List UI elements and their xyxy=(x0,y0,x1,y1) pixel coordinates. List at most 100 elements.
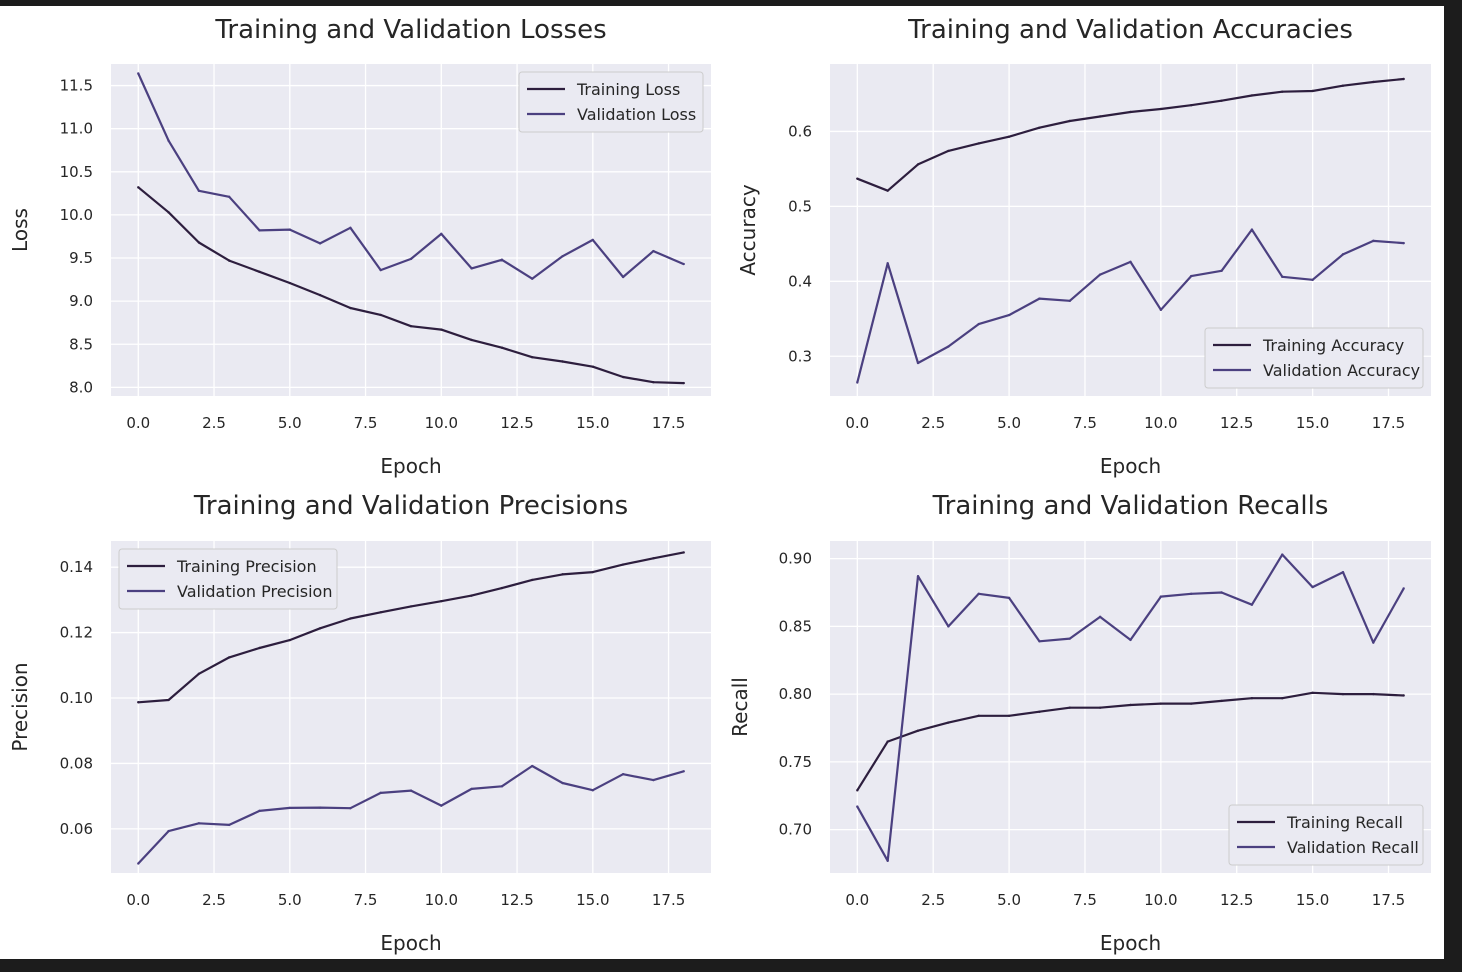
y-tick-label: 0.6 xyxy=(788,122,812,140)
x-tick-label: 12.5 xyxy=(1220,414,1253,432)
x-tick-label: 17.5 xyxy=(652,414,685,432)
data-point-training xyxy=(349,306,352,310)
y-tick-label: 11.5 xyxy=(60,77,93,95)
x-tick-label: 0.0 xyxy=(126,414,150,432)
x-tick-label: 0.0 xyxy=(845,414,869,432)
data-point-training xyxy=(409,605,413,608)
data-point-training xyxy=(1402,694,1405,697)
data-point-validation xyxy=(500,785,504,788)
data-point-validation xyxy=(856,381,859,384)
data-point-training xyxy=(1098,706,1102,709)
data-point-training xyxy=(886,740,889,743)
data-point-training xyxy=(1372,692,1375,696)
data-point-training xyxy=(947,721,950,724)
data-point-validation xyxy=(1311,278,1314,282)
data-point-validation xyxy=(288,228,291,231)
data-point-validation xyxy=(916,575,920,578)
data-point-training xyxy=(531,578,534,582)
data-point-validation xyxy=(886,262,889,265)
data-point-training xyxy=(1098,115,1102,118)
y-tick-label: 10.0 xyxy=(60,206,93,224)
x-tick-label: 10.0 xyxy=(1144,891,1177,909)
data-point-training xyxy=(137,186,140,189)
data-point-training xyxy=(500,346,504,349)
x-tick-label: 7.5 xyxy=(354,414,378,432)
data-point-training xyxy=(318,293,322,297)
y-tick-label: 0.90 xyxy=(779,550,812,568)
x-tick-label: 0.0 xyxy=(845,891,869,909)
data-point-validation xyxy=(856,805,859,808)
data-point-validation xyxy=(1220,591,1223,594)
data-point-validation xyxy=(167,829,170,833)
x-tick-label: 5.0 xyxy=(997,891,1021,909)
data-point-validation xyxy=(947,625,950,628)
data-point-training xyxy=(1281,90,1284,93)
x-tick-label: 7.5 xyxy=(1073,414,1097,432)
data-point-training xyxy=(318,627,322,630)
x-tick-label: 5.0 xyxy=(278,414,302,432)
legend: Training Precision Validation Precision xyxy=(118,548,338,610)
x-tick-label: 10.0 xyxy=(1144,414,1177,432)
y-tick-label: 9.5 xyxy=(69,249,93,267)
data-point-training xyxy=(197,672,201,675)
legend-box xyxy=(518,71,704,133)
data-point-training xyxy=(591,570,595,574)
data-point-training xyxy=(856,177,859,180)
y-tick-label: 0.75 xyxy=(779,753,812,771)
legend-label: Training Loss xyxy=(576,80,680,99)
data-point-training xyxy=(379,611,382,614)
y-tick-label: 0.5 xyxy=(788,197,812,215)
data-point-training xyxy=(1372,80,1375,84)
data-point-validation xyxy=(1129,638,1132,642)
data-point-validation xyxy=(886,859,889,863)
data-point-validation xyxy=(561,781,564,785)
data-point-training xyxy=(1038,710,1041,713)
data-point-validation xyxy=(197,189,201,192)
x-axis-label: Epoch xyxy=(1100,931,1161,955)
x-tick-label: 2.5 xyxy=(202,414,226,432)
y-tick-label: 0.80 xyxy=(779,685,812,703)
data-point-training xyxy=(1190,702,1193,705)
chart-title: Training and Validation Losses xyxy=(214,15,606,45)
x-tick-label: 15.0 xyxy=(1296,414,1329,432)
y-tick-label: 0.85 xyxy=(779,617,812,635)
y-tick-label: 0.08 xyxy=(60,754,93,772)
data-point-training xyxy=(682,551,685,554)
data-point-validation xyxy=(500,258,504,261)
data-point-training xyxy=(1159,702,1163,705)
x-tick-label: 2.5 xyxy=(921,414,945,432)
x-tick-label: 12.5 xyxy=(500,891,533,909)
x-tick-label: 12.5 xyxy=(1220,891,1253,909)
figure: Training Loss Validation Loss 0.0 2.5 5.0 7.5… xyxy=(0,6,1444,959)
data-point-validation xyxy=(440,804,443,807)
data-point-validation xyxy=(1038,297,1041,300)
data-point-validation xyxy=(621,275,625,279)
data-point-validation xyxy=(591,238,595,242)
x-tick-label: 10.0 xyxy=(425,891,458,909)
data-point-training xyxy=(1007,714,1011,718)
y-axis-label: Accuracy xyxy=(736,184,760,275)
data-point-validation xyxy=(561,255,564,258)
data-point-validation xyxy=(1129,260,1132,264)
data-point-validation xyxy=(1250,603,1254,606)
chart-panel-3: Training Precision Validation Precision xyxy=(111,541,711,873)
data-point-validation xyxy=(288,806,291,810)
data-point-training xyxy=(349,617,352,620)
data-point-validation xyxy=(682,262,685,266)
data-point-training xyxy=(652,381,655,384)
data-point-training xyxy=(1220,99,1223,102)
data-point-training xyxy=(288,638,291,642)
y-tick-label: 0.14 xyxy=(60,558,93,576)
x-tick-label: 15.0 xyxy=(576,891,609,909)
x-tick-label: 17.5 xyxy=(652,891,685,909)
data-point-training xyxy=(137,701,140,704)
data-point-validation xyxy=(977,592,980,596)
data-point-training xyxy=(1250,696,1254,700)
data-point-validation xyxy=(1250,228,1254,231)
data-point-training xyxy=(977,142,980,145)
y-tick-label: 0.70 xyxy=(779,821,812,839)
data-point-validation xyxy=(1372,641,1375,644)
data-point-validation xyxy=(470,787,473,791)
data-point-validation xyxy=(349,226,352,230)
data-point-training xyxy=(288,281,291,285)
